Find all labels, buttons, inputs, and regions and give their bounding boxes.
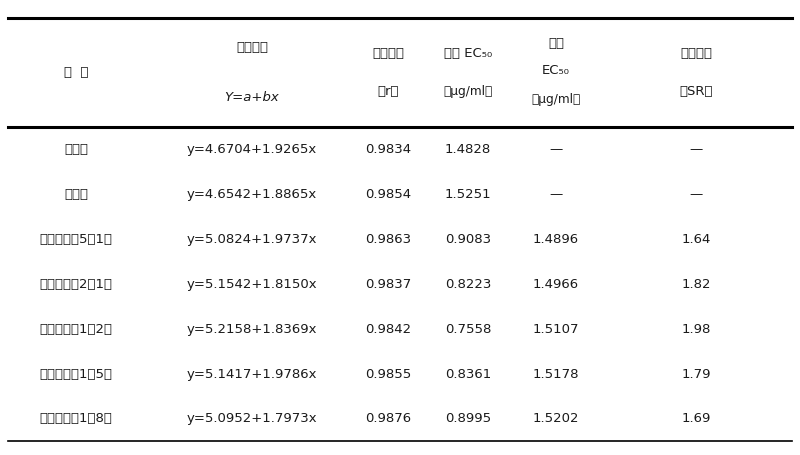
Text: （SR）: （SR） xyxy=(679,85,713,97)
Text: y=4.6704+1.9265x: y=4.6704+1.9265x xyxy=(187,143,317,157)
Text: 处  理: 处 理 xyxy=(64,66,88,79)
Text: Y=a+bx: Y=a+bx xyxy=(225,91,279,104)
Text: —: — xyxy=(550,143,562,157)
Text: 1.64: 1.64 xyxy=(682,233,710,246)
Text: 三唆锐: 三唆锐 xyxy=(64,188,88,201)
Text: —: — xyxy=(690,188,702,201)
Text: 1.5178: 1.5178 xyxy=(533,368,579,380)
Text: （r）: （r） xyxy=(378,85,398,97)
Text: y=5.1417+1.9786x: y=5.1417+1.9786x xyxy=(186,368,318,380)
Text: 1.4896: 1.4896 xyxy=(533,233,579,246)
Text: 1.4828: 1.4828 xyxy=(445,143,491,157)
Text: 醚菌酯: 醚菌酯 xyxy=(64,143,88,157)
Text: 1.5251: 1.5251 xyxy=(445,188,491,201)
Text: 0.9854: 0.9854 xyxy=(365,188,411,201)
Text: 0.9855: 0.9855 xyxy=(365,368,411,380)
Text: 0.9834: 0.9834 xyxy=(365,143,411,157)
Text: y=5.1542+1.8150x: y=5.1542+1.8150x xyxy=(186,278,318,291)
Text: 1.5107: 1.5107 xyxy=(533,323,579,336)
Text: 醚：唆锐（1：8）: 醚：唆锐（1：8） xyxy=(39,412,113,425)
Text: 0.8223: 0.8223 xyxy=(445,278,491,291)
Text: 醚：唆锐（2：1）: 醚：唆锐（2：1） xyxy=(39,278,113,291)
Text: y=4.6542+1.8865x: y=4.6542+1.8865x xyxy=(187,188,317,201)
Text: 1.98: 1.98 xyxy=(682,323,710,336)
Text: 0.9876: 0.9876 xyxy=(365,412,411,425)
Text: 0.8361: 0.8361 xyxy=(445,368,491,380)
Text: 醚：唆锐（5：1）: 醚：唆锐（5：1） xyxy=(39,233,113,246)
Text: 1.4966: 1.4966 xyxy=(533,278,579,291)
Text: 1.82: 1.82 xyxy=(682,278,710,291)
Text: —: — xyxy=(550,188,562,201)
Text: y=5.0952+1.7973x: y=5.0952+1.7973x xyxy=(186,412,318,425)
Text: 0.9842: 0.9842 xyxy=(365,323,411,336)
Text: EC₅₀: EC₅₀ xyxy=(542,64,570,77)
Text: 相关系数: 相关系数 xyxy=(372,47,404,60)
Text: 实测 EC₅₀: 实测 EC₅₀ xyxy=(444,47,492,60)
Text: —: — xyxy=(690,143,702,157)
Text: 1.5202: 1.5202 xyxy=(533,412,579,425)
Text: 0.7558: 0.7558 xyxy=(445,323,491,336)
Text: 回归方程: 回归方程 xyxy=(236,41,268,54)
Text: 1.79: 1.79 xyxy=(682,368,710,380)
Text: 1.69: 1.69 xyxy=(682,412,710,425)
Text: y=5.0824+1.9737x: y=5.0824+1.9737x xyxy=(186,233,318,246)
Text: 0.8995: 0.8995 xyxy=(445,412,491,425)
Text: 理论: 理论 xyxy=(548,37,564,50)
Text: 0.9837: 0.9837 xyxy=(365,278,411,291)
Text: 醚：唆锐（1：2）: 醚：唆锐（1：2） xyxy=(39,323,113,336)
Text: （μg/ml）: （μg/ml） xyxy=(443,85,493,97)
Text: 增效系数: 增效系数 xyxy=(680,47,712,60)
Text: 0.9083: 0.9083 xyxy=(445,233,491,246)
Text: （μg/ml）: （μg/ml） xyxy=(531,93,581,106)
Text: y=5.2158+1.8369x: y=5.2158+1.8369x xyxy=(186,323,318,336)
Text: 醚：唆锐（1：5）: 醚：唆锐（1：5） xyxy=(39,368,113,380)
Text: 0.9863: 0.9863 xyxy=(365,233,411,246)
